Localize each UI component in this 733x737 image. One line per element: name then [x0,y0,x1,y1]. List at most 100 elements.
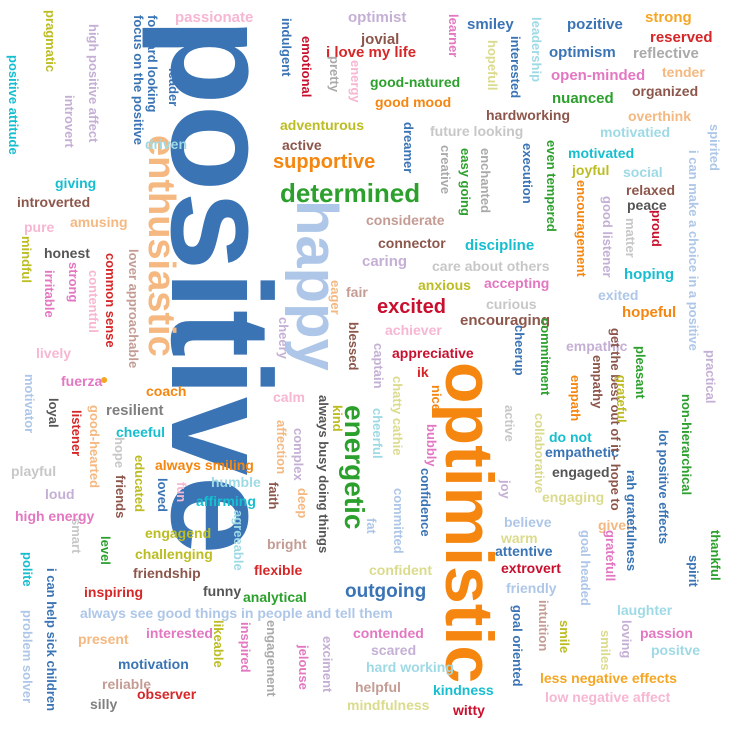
cloud-word: inspired [238,622,253,673]
cloud-word: scared [371,642,417,658]
cloud-word: passion [640,625,693,641]
cloud-word: eager [328,280,343,315]
cloud-word: non-hierarchical [679,394,694,496]
cloud-word: positive attitude [6,55,21,155]
cloud-word: cheerup [512,325,527,376]
cloud-word: gratefull [603,530,618,582]
cloud-word: proud [649,210,664,247]
cloud-word: irritable [42,270,57,318]
cloud-word: engaged [552,464,610,480]
cloud-word: inspiring [84,584,144,600]
cloud-word: tender [662,64,705,80]
cloud-word: motivatied [600,124,671,140]
cloud-word: accepting [484,275,550,291]
cloud-word: exciment [320,636,335,693]
cloud-word: committed [391,488,406,554]
cloud-word: affirming [196,493,256,509]
cloud-word: agreeable [231,510,246,571]
cloud-word: i love my life [326,44,417,61]
cloud-word: pragmatic [43,10,58,73]
cloud-word: attentive [495,543,553,559]
cloud-word: considerate [366,212,445,228]
cloud-word: interested [508,36,523,99]
cloud-word: honest [44,245,90,261]
cloud-word: kindness [433,682,494,698]
cloud-word: resilient [106,402,164,419]
cloud-word: always see good things in people and tel… [80,605,393,621]
cloud-word: playful [11,463,57,479]
cloud-word: introverted [17,194,91,210]
cloud-word: deep [295,488,310,519]
cloud-word: jovial [361,31,400,48]
cloud-word: collaborative [532,413,547,494]
cloud-word: kind [330,405,345,432]
cloud-word: optimist [348,9,407,26]
cloud-word: flexible [254,562,303,578]
cloud-word: joyful [572,162,610,178]
cloud-word: cheerful [370,408,385,459]
cloud-word: problem solver [20,610,35,704]
cloud-word: captain [371,343,386,389]
cloud-word: pozitive [567,16,623,33]
cloud-word: relaxed [626,182,676,198]
cloud-word: reliable [102,676,152,692]
cloud-word: curious [486,296,537,312]
cloud-word: hopefull [485,40,500,91]
cloud-word: grateful [614,375,629,423]
cloud-word: silly [90,696,118,712]
cloud-word: educated [132,455,147,513]
cloud-word: smiley [467,16,514,33]
cloud-word: engagend [145,525,212,541]
cloud-word: indulgent [279,18,294,77]
cloud-word: intuition [536,600,551,652]
cloud-word: faith [266,482,281,510]
cloud-word: friendly [506,580,557,596]
cloud-word: easy going [458,148,473,216]
cloud-word: positve [651,642,701,658]
cloud-word: exited [598,287,639,303]
cloud-word: driven [145,136,188,152]
cloud-word: present [78,631,129,647]
cloud-word: good-natured [370,74,461,90]
cloud-word: listener [69,410,84,457]
cloud-word: lover approachable [126,249,141,369]
cloud-word: connector [378,235,446,251]
cloud-word: hope [112,437,127,469]
cloud-word: hoping [624,266,674,283]
cloud-word: good mood [375,94,452,110]
cloud-word: friends [113,475,128,519]
cloud-word: jelouse [296,645,311,690]
cloud-word: fat [364,518,379,534]
cloud-word: introvert [62,95,77,148]
cloud-word: even tempered [544,140,559,232]
cloud-word: active [502,405,517,442]
cloud-word: lot positive effects [656,430,671,545]
cloud-word: funny [203,583,242,599]
cloud-word: contended [353,625,424,641]
cloud-word: coach [146,383,187,399]
cloud-word: ik [417,364,429,380]
cloud-word: loved [155,478,170,512]
cloud-word: cheeful [116,424,166,440]
cloud-word: giving [55,175,97,191]
cloud-word: empath [568,375,583,422]
cloud-word: determined [280,178,421,208]
cloud-word: contentful [86,270,101,333]
cloud-word: motivator [22,374,37,434]
cloud-word: spirit [686,555,701,587]
cloud-word: active [282,137,322,153]
cloud-word: good-hearted [87,405,102,489]
cloud-word: optimistic [431,362,507,684]
cloud-word: hard working [366,659,454,675]
cloud-word: bubbly [424,424,439,467]
cloud-word: pure [24,219,55,235]
cloud-word: humble [211,474,261,490]
cloud-word: strong [66,262,81,303]
cloud-word: loyal [46,398,61,428]
cloud-word: good listener [600,196,615,278]
cloud-word: nice [429,385,444,412]
cloud-word: extrovert [501,560,561,576]
cloud-word: do not [549,429,592,445]
cloud-word: open-minded [551,67,646,84]
